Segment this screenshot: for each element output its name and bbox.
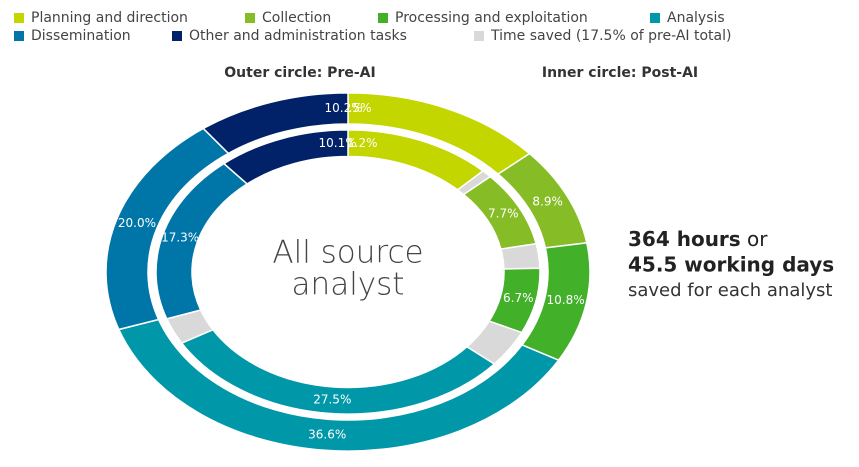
outer-segment [202,92,349,155]
legend-label: Dissemination [31,28,131,44]
value-label: 20.0% [118,216,156,230]
legend-swatch [14,31,24,41]
value-label: 36.6% [308,427,346,441]
legend-label: Planning and direction [31,10,188,26]
value-label: 10.1% [319,136,357,150]
legend-swatch [650,13,660,23]
value-label: 11.2% [339,136,377,150]
value-label: 17.3% [161,231,199,245]
side-bold: 45.5 working days [628,253,834,277]
legend-swatch [245,13,255,23]
center-text: analyst [292,267,405,303]
legend-swatch [14,13,24,23]
inner-segment [222,129,349,185]
saved-segment [499,242,541,270]
value-label: 10.8% [547,293,585,307]
value-label: 8.9% [532,194,563,208]
outer-title: Outer circle: Pre-AI [224,65,375,81]
legend-label: Time saved (17.5% of pre-AI total) [490,28,731,44]
legend-label: Analysis [667,10,725,26]
center-text: All source [272,235,423,271]
value-label: 6.7% [503,291,534,305]
legend-swatch [474,31,484,41]
value-label: 27.5% [313,393,351,407]
inner-title: Inner circle: Post-AI [542,65,698,81]
legend-label: Other and administration tasks [189,28,407,44]
value-label: 7.7% [488,206,519,220]
value-label: 10.2% [325,101,363,115]
legend-swatch [172,31,182,41]
legend-label: Processing and exploitation [395,10,588,26]
legend-label: Collection [262,10,331,26]
side-rest: or [741,227,769,251]
side-text: saved for each analyst [628,280,832,301]
legend-swatch [378,13,388,23]
side-bold: 364 hours [628,227,741,251]
side-text: 364 hours or [628,227,768,251]
